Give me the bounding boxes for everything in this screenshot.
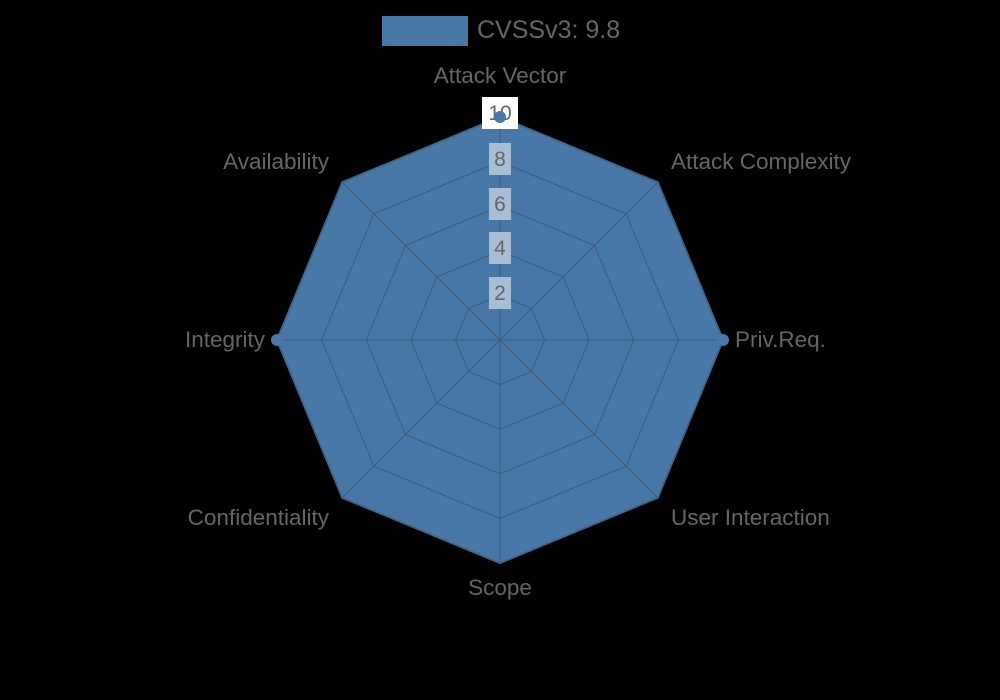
svg-text:Integrity: Integrity bbox=[185, 327, 266, 352]
svg-text:Scope: Scope bbox=[468, 575, 532, 600]
svg-text:8: 8 bbox=[494, 148, 506, 171]
svg-text:2: 2 bbox=[494, 282, 506, 305]
svg-text:User Interaction: User Interaction bbox=[671, 505, 830, 530]
svg-text:Priv.Req.: Priv.Req. bbox=[735, 327, 826, 352]
svg-text:Attack Complexity: Attack Complexity bbox=[671, 149, 852, 174]
svg-text:Attack Vector: Attack Vector bbox=[434, 63, 567, 88]
svg-text:Confidentiality: Confidentiality bbox=[188, 505, 330, 530]
svg-text:Availability: Availability bbox=[223, 149, 330, 174]
svg-text:6: 6 bbox=[494, 193, 506, 216]
svg-text:4: 4 bbox=[494, 237, 506, 260]
svg-text:CVSSv3: 9.8: CVSSv3: 9.8 bbox=[477, 16, 620, 44]
